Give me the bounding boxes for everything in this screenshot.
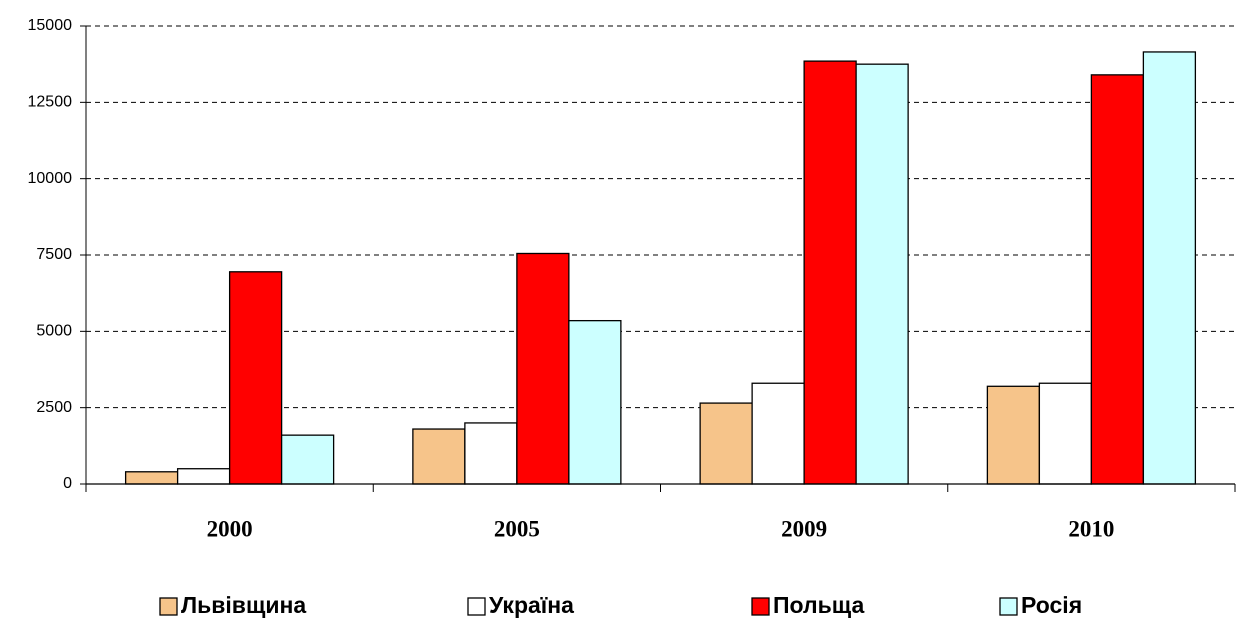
bar — [986, 385, 1041, 485]
bar — [464, 422, 518, 485]
bar — [699, 402, 753, 485]
y-tick-label: 12500 — [28, 94, 73, 111]
x-tick-label: 2009 — [781, 516, 827, 541]
y-tick-label: 15000 — [28, 17, 73, 34]
bar — [855, 63, 909, 485]
bar — [176, 468, 231, 485]
y-tick-label: 7500 — [36, 246, 72, 263]
bar — [1142, 51, 1197, 485]
y-tick-label: 2500 — [36, 399, 72, 416]
bar — [1090, 74, 1145, 485]
bar — [412, 428, 466, 485]
legend-swatch — [467, 597, 486, 616]
bar — [568, 319, 622, 485]
legend-label: Польща — [773, 592, 864, 618]
y-tick-label: 5000 — [36, 323, 72, 340]
legend-swatch — [159, 597, 178, 616]
bar — [228, 271, 283, 485]
legend-label: Росія — [1021, 592, 1082, 618]
bar — [803, 60, 857, 485]
bar — [1038, 382, 1093, 485]
bar — [516, 252, 570, 485]
y-tick-label: 10000 — [28, 170, 73, 187]
legend-label: Україна — [489, 592, 574, 618]
legend-label: Львівщина — [181, 592, 306, 618]
y-tick-label: 0 — [63, 475, 72, 492]
x-tick-label: 2010 — [1068, 516, 1114, 541]
bar — [751, 382, 805, 485]
x-tick-label: 2005 — [494, 516, 540, 541]
legend-swatch — [751, 597, 770, 616]
bar — [124, 471, 179, 485]
x-tick-label: 2000 — [207, 516, 253, 541]
bar — [280, 434, 335, 485]
legend-swatch — [999, 597, 1018, 616]
